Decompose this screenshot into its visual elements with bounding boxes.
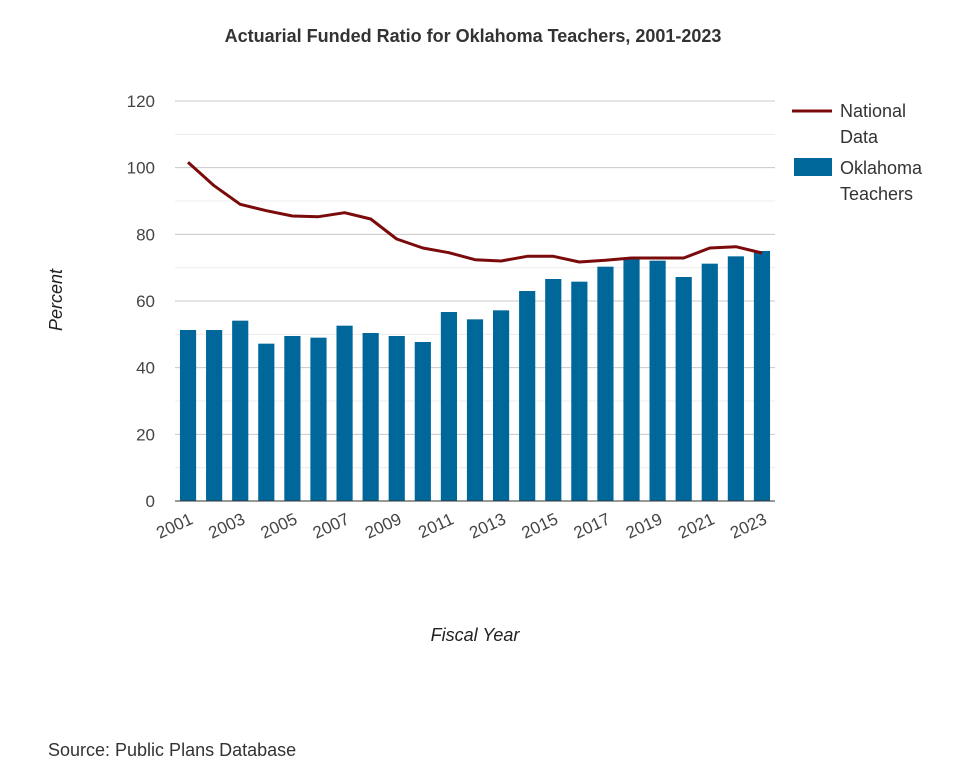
line-national-data — [186, 161, 763, 264]
legend: National Data Oklahoma Teachers — [792, 101, 923, 204]
x-tick-label: 2019 — [623, 509, 665, 542]
x-tick-label: 2007 — [310, 509, 352, 542]
bar-2008 — [362, 333, 379, 501]
bar-2009 — [388, 336, 405, 501]
x-axis-label: Fiscal Year — [431, 625, 521, 645]
bar-2022 — [727, 256, 744, 501]
bar-2015 — [545, 279, 562, 501]
bar-2004 — [258, 343, 275, 501]
bar-2023 — [753, 251, 771, 501]
x-axis-ticks: 2001 2003 2005 2007 2009 2011 2013 2015 2017 2019… — [153, 509, 769, 542]
bar-2005 — [284, 336, 301, 501]
x-tick-label: 2013 — [466, 509, 508, 542]
bar-2020 — [675, 277, 692, 501]
x-tick-label: 2011 — [415, 509, 456, 542]
x-tick-label: 2009 — [362, 509, 404, 542]
y-axis-ticks: 0 20 40 60 80 100 120 — [127, 92, 155, 511]
bar-2012 — [466, 319, 484, 501]
bar-2014 — [519, 291, 536, 501]
y-axis-label: Percent — [46, 268, 66, 331]
y-tick-label: 120 — [127, 92, 155, 111]
bar-series — [179, 251, 771, 501]
bar-2013 — [493, 310, 510, 501]
bar-2006 — [310, 337, 327, 501]
line-series — [186, 161, 763, 264]
x-tick-label: 2015 — [519, 509, 561, 542]
x-tick-label: 2003 — [206, 509, 248, 542]
bar-2019 — [649, 260, 666, 501]
y-tick-label: 100 — [127, 159, 155, 178]
source-note: Source: Public Plans Database — [48, 740, 297, 760]
x-tick-label: 2017 — [571, 509, 613, 542]
bar-2021 — [701, 263, 718, 501]
bar-2017 — [597, 266, 614, 501]
bar-2007 — [336, 325, 353, 501]
y-tick-label: 40 — [136, 359, 155, 378]
bar-2018 — [623, 259, 640, 501]
bar-2016 — [571, 281, 588, 501]
x-tick-label: 2001 — [153, 509, 195, 542]
y-tick-label: 0 — [146, 492, 155, 511]
bar-2003 — [232, 320, 249, 501]
x-tick-label: 2005 — [258, 509, 300, 542]
legend-bar-swatch — [794, 158, 832, 176]
y-tick-label: 80 — [136, 225, 155, 244]
x-tick-label: 2021 — [675, 509, 717, 542]
bar-2011 — [440, 312, 457, 501]
x-tick-label: 2023 — [727, 509, 769, 542]
y-tick-label: 20 — [136, 425, 155, 444]
legend-label-national-line1: National — [840, 101, 906, 121]
y-tick-label: 60 — [136, 292, 155, 311]
chart-title: Actuarial Funded Ratio for Oklahoma Teac… — [225, 26, 722, 46]
legend-label-national-line2: Data — [840, 127, 879, 147]
legend-label-oklahoma-line1: Oklahoma — [840, 158, 923, 178]
bar-2010 — [414, 342, 431, 501]
bar-2001 — [179, 330, 197, 501]
bar-2002 — [206, 330, 223, 501]
legend-label-oklahoma-line2: Teachers — [840, 184, 913, 204]
